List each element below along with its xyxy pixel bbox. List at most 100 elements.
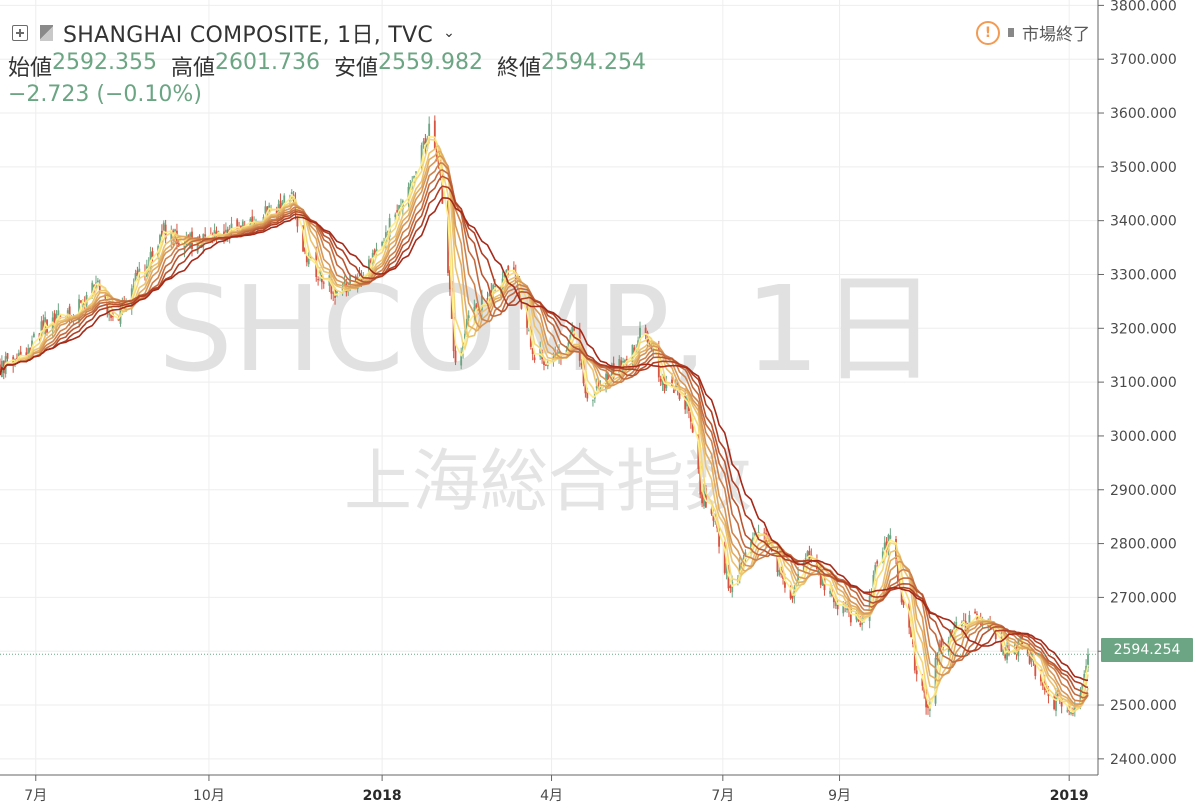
close-value: 2594.254 [541,50,646,75]
candle [460,347,463,370]
chevron-down-icon[interactable]: ⌄ [443,25,455,41]
time-axis-labels[interactable]: 7月 10月 2018 4月 7月 9月 2019 [24,775,1089,804]
candle [40,316,43,338]
candle [236,218,239,233]
x-tick-label: 9月 [828,788,851,804]
y-tick-label: 2500.000 [1110,698,1177,714]
candle [467,310,470,322]
candle [32,331,35,338]
candle [91,280,94,299]
x-tick-label: 4月 [540,788,563,804]
low-label: 安値 [334,56,379,81]
candle [57,303,60,316]
candle [883,536,886,551]
price-change: −2.723 (−0.10%) [8,82,202,107]
market-status-label: 市場終了 [1022,25,1090,45]
moving-average-line [0,155,1089,705]
candle [974,608,976,614]
y-tick-label: 3000.000 [1110,429,1177,445]
y-tick-label: 2400.000 [1110,752,1177,768]
candle [701,489,704,508]
candle [433,115,436,150]
candle [80,300,82,304]
candle [317,276,320,286]
ohlc-legend: 始値 2592.355 高値 2601.736 安値 2559.982 終値 2… [8,50,660,82]
symbol-row: SHANGHAI COMPOSITE, 1日, TVC ⌄ [8,16,455,50]
candle [164,219,167,244]
y-tick-label: 3600.000 [1110,106,1177,122]
moving-average-line [0,196,1088,681]
watermark: SHCOMP, 1日 上海総合指数 [158,260,938,522]
candle [902,598,905,608]
candle [1055,688,1057,717]
candle [580,358,583,369]
close-label: 終値 [497,56,542,81]
low-value: 2559.982 [378,50,483,75]
candle [473,299,476,323]
y-tick-label: 2900.000 [1110,483,1177,499]
symbol-flag-icon [40,25,53,41]
last-price-tag: 2594.254 [1101,638,1193,662]
candle [204,227,207,239]
status-indicator-icon [1008,28,1014,37]
watermark-sub: 上海総合指数 [344,443,752,522]
candle [475,303,478,310]
high-label: 高値 [171,56,216,81]
open-label: 始値 [8,56,53,81]
candle [454,343,457,366]
candle [659,375,662,387]
candle [644,324,647,340]
axes [0,0,1099,776]
x-tick-label: 2019 [1050,788,1089,804]
y-tick-label: 3400.000 [1110,214,1177,230]
high-value: 2601.736 [215,50,320,75]
candle [531,347,534,361]
y-tick-label: 3100.000 [1110,375,1177,391]
candle [307,251,310,267]
price-axis-labels[interactable]: 3800.000 3700.000 3600.000 3500.000 3400.000… [1098,0,1177,768]
candle [1053,693,1056,711]
candle [138,261,141,280]
candle [533,354,536,363]
y-tick-label: 3700.000 [1110,52,1177,68]
candle [889,528,892,540]
candle [422,138,425,150]
candle [290,189,293,199]
candle [96,278,99,283]
candle [592,399,594,407]
candles [0,115,1089,718]
candle [539,341,542,360]
x-tick-label: 7月 [711,788,734,804]
warning-icon[interactable]: ! [976,20,1000,45]
y-tick-label: 3500.000 [1110,160,1177,176]
y-tick-label: 2800.000 [1110,537,1177,553]
x-tick-label: 7月 [24,788,47,804]
candle [420,142,423,172]
candle [396,204,399,214]
candle [0,355,3,378]
candle [808,545,811,560]
market-status[interactable]: ! 市場終了 [976,20,1090,45]
candle [332,290,335,302]
candle [322,280,325,289]
y-tick-label: 3300.000 [1110,267,1177,283]
candle [915,665,918,682]
moving-average-line [0,162,1089,702]
y-tick-label: 3800.000 [1110,0,1177,14]
y-tick-label: 3200.000 [1110,321,1177,337]
candle [832,595,835,609]
moving-average-line [0,145,1089,708]
candle [829,587,832,598]
x-tick-label: 2018 [363,788,402,804]
candle [544,364,547,367]
collapse-toggle-icon[interactable] [12,25,28,41]
candle [12,354,15,373]
candle [264,200,267,215]
open-value: 2592.355 [52,50,157,75]
candle [0,358,1,376]
symbol-title[interactable]: SHANGHAI COMPOSITE, 1日, TVC [63,23,434,48]
candle [19,345,22,357]
x-tick-label: 10月 [193,788,225,804]
